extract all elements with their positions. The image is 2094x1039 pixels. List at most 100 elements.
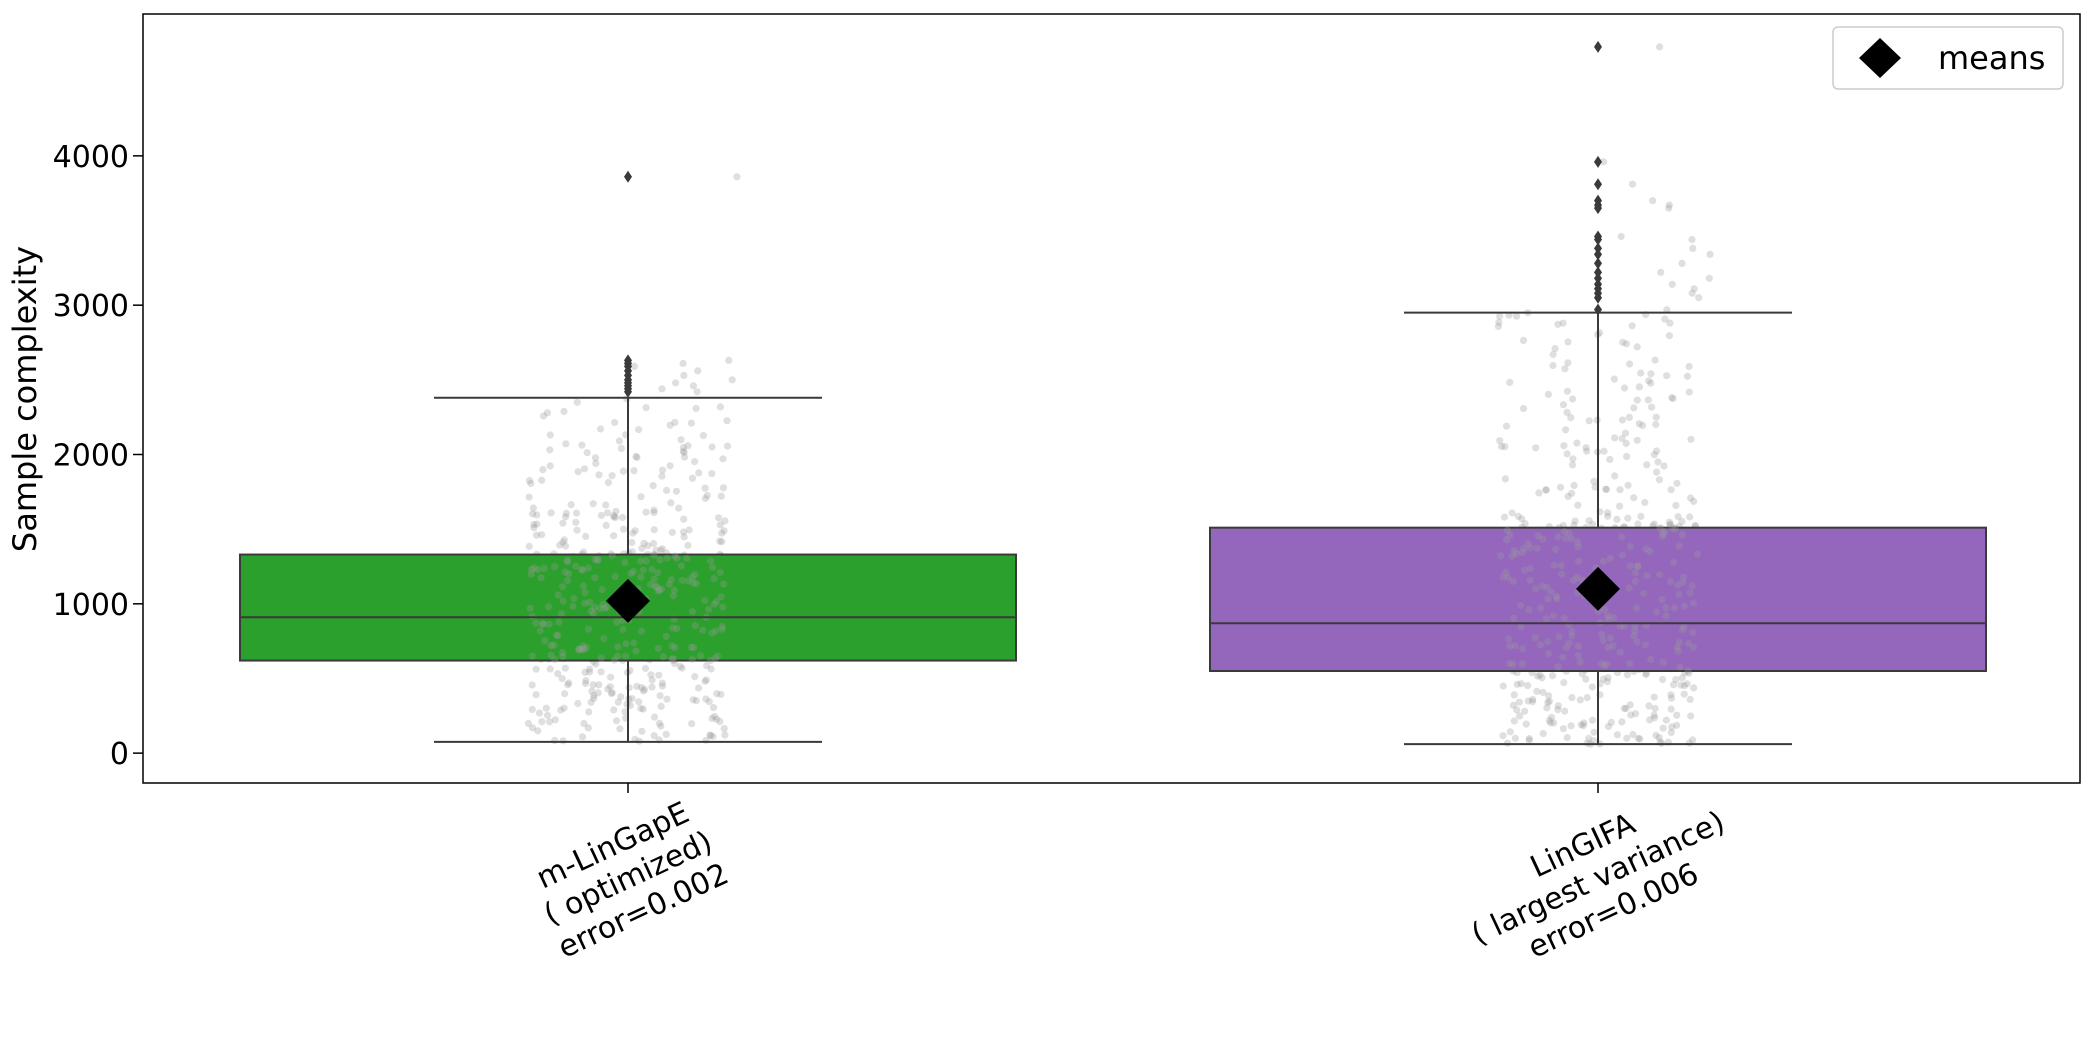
jitter-point [642,557,650,565]
jitter-point [654,587,662,595]
jitter-point [529,504,538,512]
outlier-marker [1594,303,1602,316]
jitter-point [650,551,658,559]
jitter-point [699,626,707,634]
jitter-point [1610,375,1618,383]
jitter-point [1532,444,1540,452]
jitter-point [712,597,721,606]
jitter-point [718,538,726,546]
y-tick-label: 3000 [53,289,129,324]
jitter-point [1634,562,1642,571]
jitter-point [1656,524,1664,533]
jitter-point [1589,737,1598,745]
jitter-point [1525,735,1533,743]
jitter-point [1590,477,1598,485]
jitter-point [637,704,645,713]
jitter-point [1611,434,1619,442]
jitter-point [655,719,664,727]
jitter-point [604,478,613,487]
jitter-point [570,594,578,603]
jitter-point [1503,536,1511,544]
jitter-point [1667,486,1675,494]
jitter-point [1536,641,1544,649]
jitter-point [1659,675,1667,684]
jitter-point [580,465,589,473]
jitter-point [684,577,693,585]
jitter-point [578,733,587,741]
jitter-point [671,418,679,426]
jitter-point [679,447,687,455]
jitter-point [1665,518,1673,526]
jitter-point [650,713,659,721]
jitter-point [709,732,717,741]
jitter-point [1678,674,1686,682]
jitter-point [604,685,612,693]
jitter-point [673,554,681,562]
jitter-point [610,511,618,520]
jitter-point [618,513,627,522]
jitter-point [1500,513,1509,521]
jitter-point [642,404,650,412]
jitter-point [1667,691,1675,699]
jitter-point [581,589,589,597]
jitter-point [649,482,657,490]
jitter-point [586,598,594,606]
jitter-point [574,468,582,476]
jitter-point [1652,413,1660,421]
jitter-point [705,698,713,706]
jitter-point [714,652,722,660]
jitter-point [582,532,590,541]
jitter-point [617,693,625,701]
jitter-point [655,671,663,679]
jitter-point [654,569,662,577]
jitter-point [546,446,554,454]
jitter-point [1520,544,1528,552]
jitter-point [706,656,715,665]
jitter-point [1687,712,1695,720]
jitter-point [1543,704,1551,712]
jitter-point [665,580,674,589]
jitter-point [582,644,591,652]
jitter-point [1547,588,1555,596]
jitter-point [1670,604,1679,612]
jitter-point [587,607,595,615]
jitter-point [1514,512,1522,520]
jitter-point [623,395,631,403]
jitter-point [1644,396,1652,404]
jitter-point [579,566,587,574]
jitter-point [668,528,676,536]
jitter-point [1620,384,1629,392]
jitter-point [720,527,728,535]
jitter-point [1513,680,1521,688]
jitter-point [592,459,600,467]
jitter-point [560,407,568,415]
jitter-point [646,580,655,589]
jitter-point [1662,612,1670,620]
outlier-marker [1594,194,1602,207]
jitter-point [659,653,667,661]
jitter-point [1641,498,1649,507]
jitter-point [691,622,699,630]
jitter-point [1690,599,1698,607]
y-tick-label: 0 [110,737,129,772]
jitter-point [554,591,562,599]
jitter-point [1623,734,1631,742]
jitter-point [1539,730,1547,738]
jitter-point [551,656,559,664]
jitter-point [543,409,552,417]
jitter-point [701,484,709,492]
jitter-point [1665,201,1673,209]
jitter-point [1633,436,1641,444]
jitter-point [1497,552,1505,560]
jitter-point [1705,274,1713,282]
jitter-point [716,569,724,577]
jitter-point [1607,718,1615,727]
jitter-point [1634,520,1642,528]
jitter-point [1610,614,1618,622]
jitter-point [528,681,536,689]
jitter-point [588,687,596,695]
jitter-point [595,681,603,689]
jitter-point [587,698,595,706]
legend-mean-marker [1859,38,1901,78]
jitter-point [1603,660,1611,668]
